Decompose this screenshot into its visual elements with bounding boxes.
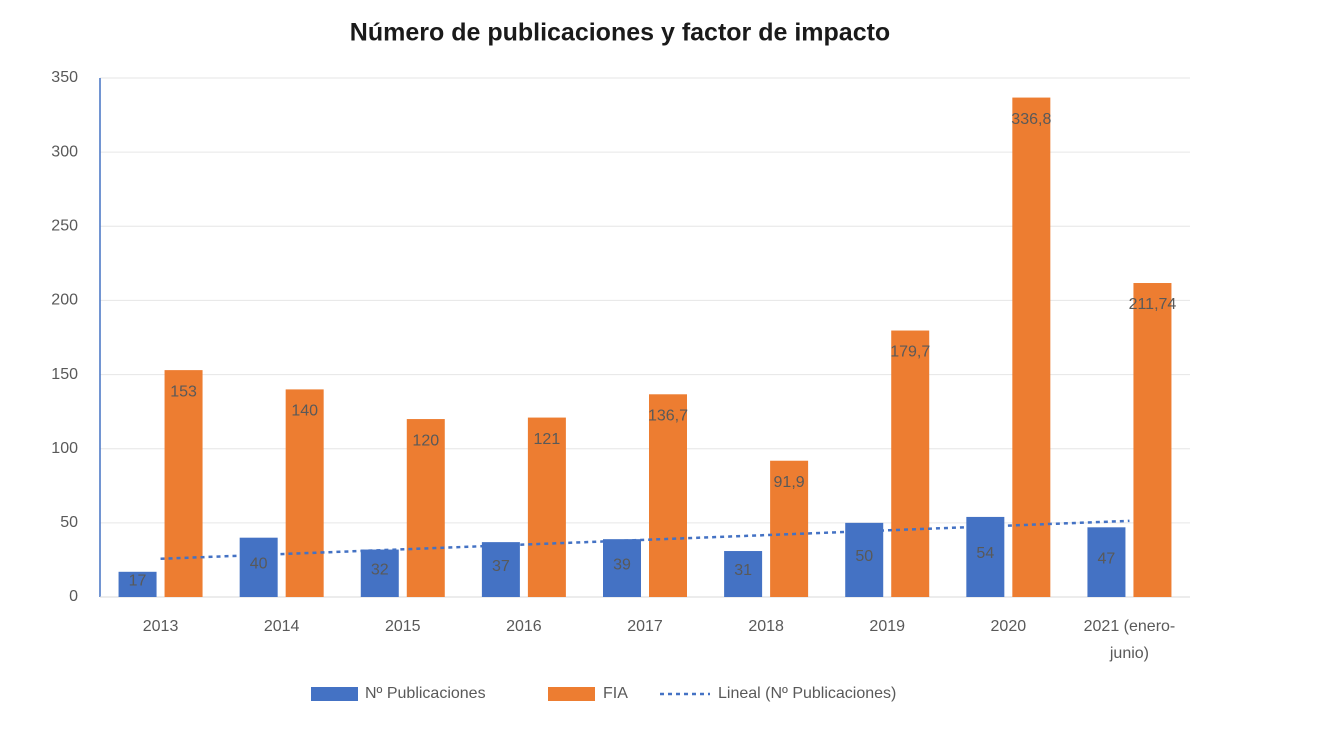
data-label: 153 — [170, 383, 197, 400]
bar — [891, 330, 930, 597]
legend-swatch — [548, 687, 595, 701]
data-label: 91,9 — [774, 474, 805, 491]
data-label: 17 — [129, 573, 147, 590]
bar — [527, 417, 566, 597]
legend-label: Nº Publicaciones — [365, 685, 486, 702]
y-tick-label: 250 — [51, 218, 78, 235]
bar — [360, 549, 399, 597]
y-tick-label: 0 — [69, 588, 78, 605]
trendline — [160, 519, 1130, 561]
bar — [1012, 97, 1051, 597]
y-tick-label: 300 — [51, 143, 78, 160]
legend-label: Lineal (Nº Publicaciones) — [718, 685, 896, 702]
bar — [285, 389, 324, 597]
x-tick-label: 2016 — [506, 618, 542, 635]
data-label: 54 — [976, 545, 994, 562]
x-tick-label: 2020 — [991, 618, 1027, 635]
bar — [481, 542, 520, 597]
bar — [118, 571, 157, 597]
data-label: 121 — [534, 431, 561, 448]
bar — [770, 460, 809, 597]
data-label: 40 — [250, 556, 268, 573]
bar — [724, 551, 763, 597]
x-tick-label: 2021 (enero-junio) — [1084, 618, 1176, 662]
data-label: 179,7 — [890, 344, 930, 361]
x-tick-label: 2014 — [264, 618, 300, 635]
bar — [1133, 283, 1172, 597]
bar — [239, 537, 278, 597]
bar — [845, 522, 884, 597]
y-tick-label: 350 — [51, 69, 78, 86]
x-tick-label: 2019 — [869, 618, 905, 635]
data-label: 37 — [492, 558, 510, 575]
chart-title: Número de publicaciones y factor de impa… — [350, 19, 890, 47]
legend-label: FIA — [603, 685, 628, 702]
data-label: 39 — [613, 556, 631, 573]
data-label: 31 — [734, 562, 752, 579]
x-tick-label: 2018 — [748, 618, 784, 635]
data-label: 136,7 — [648, 408, 688, 425]
data-label: 32 — [371, 561, 389, 578]
x-tick-label: 2013 — [143, 618, 179, 635]
data-label: 211,74 — [1129, 296, 1177, 313]
data-label: 47 — [1098, 550, 1116, 567]
bar — [164, 370, 203, 597]
legend-swatch — [311, 687, 358, 701]
x-tick-label: 2017 — [627, 618, 663, 635]
bar — [406, 419, 445, 597]
y-tick-label: 50 — [60, 514, 78, 531]
bar — [1087, 527, 1126, 597]
data-label: 336,8 — [1011, 111, 1051, 128]
y-tick-label: 100 — [51, 440, 78, 457]
bar — [649, 394, 687, 597]
y-tick-label: 200 — [51, 292, 78, 309]
y-tick-label: 150 — [51, 366, 78, 383]
bar — [966, 516, 1005, 597]
x-tick-label: 2015 — [385, 618, 421, 635]
data-label: 120 — [412, 432, 439, 449]
data-label: 140 — [291, 403, 318, 420]
bar — [603, 539, 641, 597]
data-label: 50 — [855, 548, 873, 565]
